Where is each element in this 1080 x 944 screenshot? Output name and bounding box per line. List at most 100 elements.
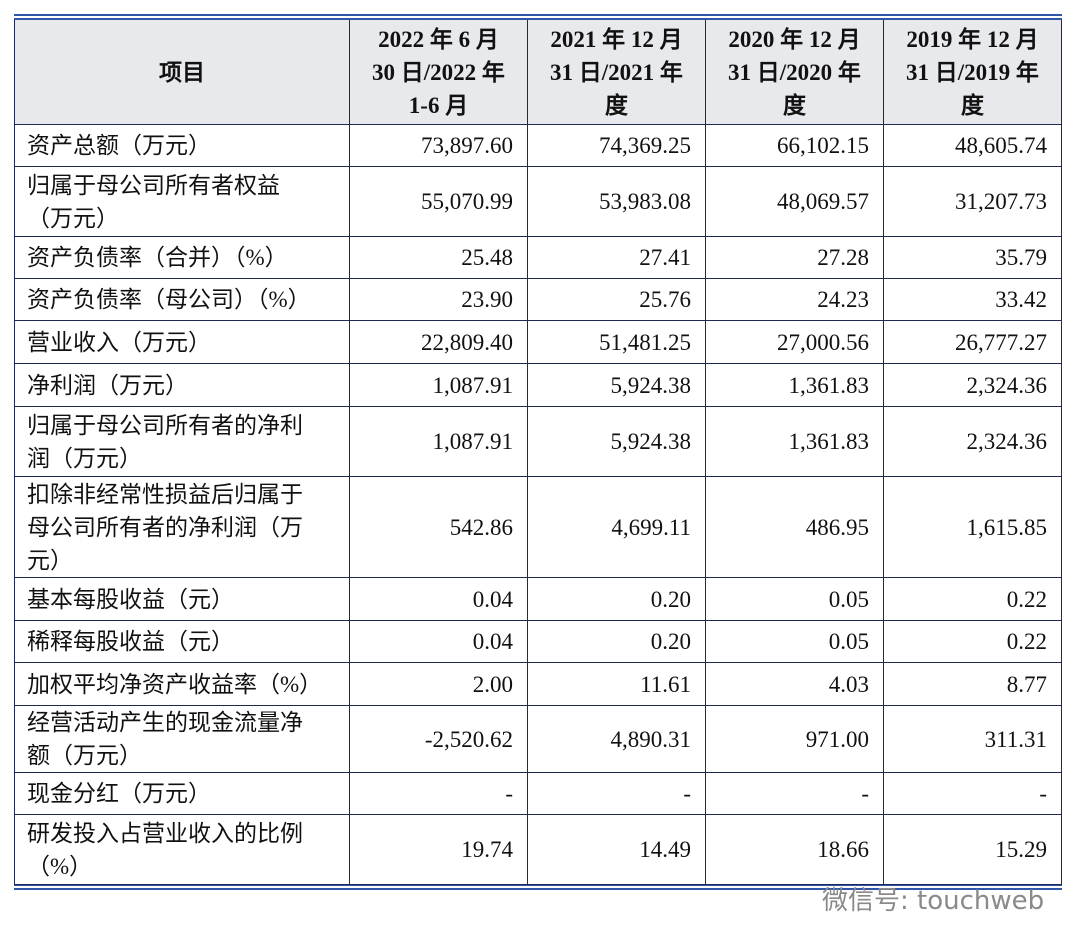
cell-text: 33.42	[995, 287, 1047, 312]
header-cell: 2020 年 12 月 31 日/2020 年度	[706, 20, 884, 125]
value-cell: 311.31	[884, 706, 1062, 773]
cell-text: 0.04	[472, 586, 513, 612]
value-cell: 2.00	[350, 663, 528, 706]
value-cell: 0.22	[884, 621, 1062, 663]
value-cell: -2,520.62	[350, 706, 528, 773]
cell-text: 1,361.83	[788, 429, 870, 454]
cell-text: 30 日/2022 年	[372, 59, 505, 85]
cell-text: -2,520.62	[424, 726, 513, 752]
cell-text: 22,809.40	[421, 329, 513, 355]
value-cell: 542.86	[350, 477, 528, 578]
cell-text: 0.04	[472, 629, 513, 654]
value-cell: 0.05	[706, 621, 884, 663]
value-cell: 0.20	[528, 578, 706, 621]
row-label: 经营活动产生的现金流量净 额（万元）	[14, 706, 350, 773]
value-cell: 1,087.91	[350, 407, 528, 477]
cell-text: 486.95	[805, 514, 869, 540]
value-cell: 0.04	[350, 578, 528, 621]
value-cell: 53,983.08	[528, 167, 706, 237]
cell-text: 润（万元）	[27, 445, 142, 471]
cell-text: 74,369.25	[599, 133, 691, 158]
value-cell: 0.20	[528, 621, 706, 663]
value-cell: 66,102.15	[706, 125, 884, 167]
cell-text: 0.05	[828, 586, 869, 612]
value-cell: 5,924.38	[528, 407, 706, 477]
value-cell: -	[884, 773, 1062, 815]
value-cell: 23.90	[350, 279, 528, 321]
cell-text: 27.28	[817, 245, 869, 270]
cell-text: 2022 年 6 月	[378, 26, 499, 52]
value-cell: 2,324.36	[884, 407, 1062, 477]
top-rule	[14, 14, 1062, 16]
cell-text: 营业收入（万元）	[27, 329, 211, 355]
header-cell: 项目	[14, 20, 350, 125]
value-cell: 26,777.27	[884, 321, 1062, 364]
row-label: 归属于母公司所有者权益 （万元）	[14, 167, 350, 237]
cell-text: 度	[783, 92, 806, 118]
header-cell: 2019 年 12 月 31 日/2019 年度	[884, 20, 1062, 125]
row-label: 加权平均净资产收益率（%）	[14, 663, 350, 706]
cell-text: 23.90	[461, 287, 513, 312]
cell-text: 研发投入占营业收入的比例	[27, 820, 303, 846]
value-cell: 15.29	[884, 815, 1062, 885]
value-cell: 27,000.56	[706, 321, 884, 364]
cell-text: 73,897.60	[421, 133, 513, 158]
value-cell: 27.41	[528, 237, 706, 279]
value-cell: 24.23	[706, 279, 884, 321]
cell-text: 1,087.91	[432, 429, 514, 454]
value-cell: -	[706, 773, 884, 815]
cell-text: 11.61	[640, 671, 691, 697]
row-label: 净利润（万元）	[14, 364, 350, 407]
row-label: 研发投入占营业收入的比例 （%）	[14, 815, 350, 885]
cell-text: 51,481.25	[599, 329, 691, 355]
cell-text: 27.41	[639, 245, 691, 270]
cell-text: 归属于母公司所有者权益	[27, 172, 280, 198]
value-cell: 48,605.74	[884, 125, 1062, 167]
value-cell: -	[528, 773, 706, 815]
cell-text: 基本每股收益（元）	[27, 586, 234, 612]
value-cell: 18.66	[706, 815, 884, 885]
cell-text: 2.00	[472, 671, 513, 697]
cell-text: 0.05	[828, 629, 869, 654]
value-cell: 22,809.40	[350, 321, 528, 364]
cell-text: 542.86	[449, 514, 513, 540]
header-cell: 2021 年 12 月 31 日/2021 年度	[528, 20, 706, 125]
cell-text: 资产负债率（合并）（%）	[27, 245, 288, 270]
value-cell: 4,890.31	[528, 706, 706, 773]
value-cell: 31,207.73	[884, 167, 1062, 237]
cell-text: 8.77	[1006, 671, 1047, 697]
cell-text: 4,699.11	[611, 514, 691, 540]
cell-text: -	[505, 781, 513, 806]
cell-text: -	[861, 781, 869, 806]
value-cell: 1,087.91	[350, 364, 528, 407]
cell-text: 311.31	[984, 726, 1047, 752]
value-cell: 14.49	[528, 815, 706, 885]
cell-text: 48,069.57	[777, 189, 869, 214]
header-cell: 2022 年 6 月 30 日/2022 年 1-6 月	[350, 20, 528, 125]
value-cell: 74,369.25	[528, 125, 706, 167]
cell-text: 0.20	[650, 586, 691, 612]
value-cell: 0.22	[884, 578, 1062, 621]
cell-text: 31 日/2021 年	[550, 59, 683, 85]
top-rule	[14, 18, 1062, 20]
cell-text: 加权平均净资产收益率（%）	[27, 671, 323, 697]
row-label: 扣除非经常性损益后归属于 母公司所有者的净利润（万 元）	[14, 477, 350, 578]
watermark: 微信号: touchweb	[822, 886, 1045, 916]
cell-text: 1,361.83	[788, 372, 870, 398]
cell-text: 0.20	[650, 629, 691, 654]
cell-text: 26,777.27	[955, 329, 1047, 355]
cell-text: 31 日/2019 年	[906, 59, 1039, 85]
row-label: 营业收入（万元）	[14, 321, 350, 364]
cell-text: 19.74	[461, 837, 513, 862]
cell-text: 25.76	[639, 287, 691, 312]
value-cell: 1,615.85	[884, 477, 1062, 578]
cell-text: 母公司所有者的净利润（万	[27, 514, 303, 540]
row-label: 归属于母公司所有者的净利 润（万元）	[14, 407, 350, 477]
cell-text: 31,207.73	[955, 189, 1047, 214]
value-cell: 971.00	[706, 706, 884, 773]
value-cell: 1,361.83	[706, 407, 884, 477]
cell-text: 度	[961, 92, 984, 118]
value-cell: 35.79	[884, 237, 1062, 279]
row-label: 现金分红（万元）	[14, 773, 350, 815]
